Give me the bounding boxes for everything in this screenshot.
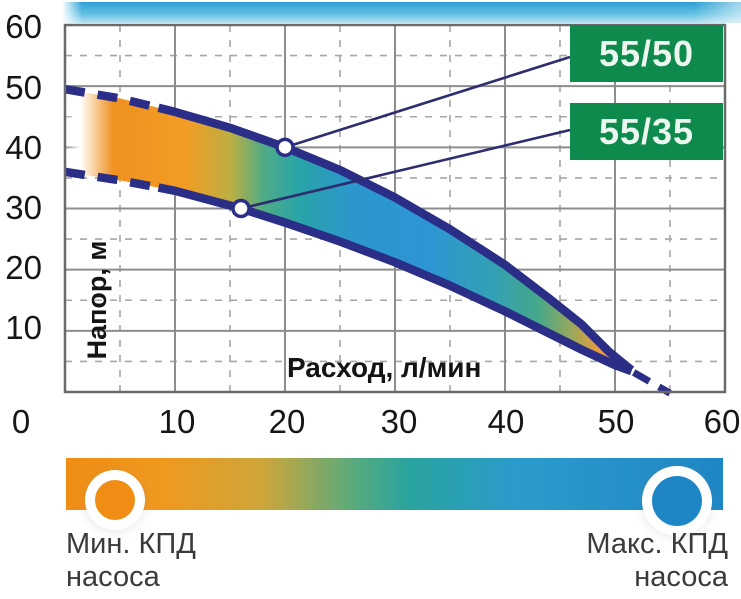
y-tick-label: 30 <box>5 189 42 226</box>
curve-55/35-dashed <box>64 167 160 192</box>
duty-point-55/50 <box>275 137 295 158</box>
y-tick-label: 20 <box>5 249 42 286</box>
grid-lines <box>65 25 725 392</box>
duty-point-55/35 <box>231 198 251 219</box>
callout-line-55/50 <box>284 55 571 149</box>
plot-border <box>63 23 727 394</box>
y-axis-title: Напор, м <box>82 240 112 360</box>
x-axis-title: Расход, л/мин <box>287 352 482 383</box>
callout-box-55-50: 55/50 <box>570 25 723 82</box>
y-tick-label: 10 <box>5 309 42 346</box>
max-efficiency-marker <box>652 476 702 526</box>
callout-box-55-35: 55/35 <box>570 103 723 160</box>
curve-55/35 <box>157 183 633 376</box>
min-efficiency-label-line2: насоса <box>66 561 160 593</box>
efficiency-gradient-bar <box>66 458 723 510</box>
y-tick-label: 40 <box>5 129 42 166</box>
x-tick-label: 60 <box>703 403 741 440</box>
x-tick-label: 20 <box>268 403 306 440</box>
curve-55/50-dashed <box>64 85 160 112</box>
curve-55/50 <box>157 103 635 374</box>
max-efficiency-label-line2: насоса <box>634 561 728 593</box>
y-tick-label: 60 <box>5 8 42 45</box>
max-efficiency-label: Макс. КПД <box>586 528 728 560</box>
header-gradient-strip <box>62 2 741 23</box>
curve-tail-dashed <box>631 369 672 397</box>
x-tick-label: 50 <box>597 403 635 440</box>
x-tick-label: 30 <box>380 403 418 440</box>
callout-line-55/35 <box>240 128 571 210</box>
min-efficiency-marker <box>95 480 135 520</box>
x-tick-label: 0 <box>11 403 31 440</box>
x-tick-label: 40 <box>487 403 525 440</box>
min-efficiency-label: Мин. КПД <box>66 528 196 560</box>
x-tick-label: 10 <box>158 403 196 440</box>
y-tick-label: 50 <box>5 69 42 106</box>
